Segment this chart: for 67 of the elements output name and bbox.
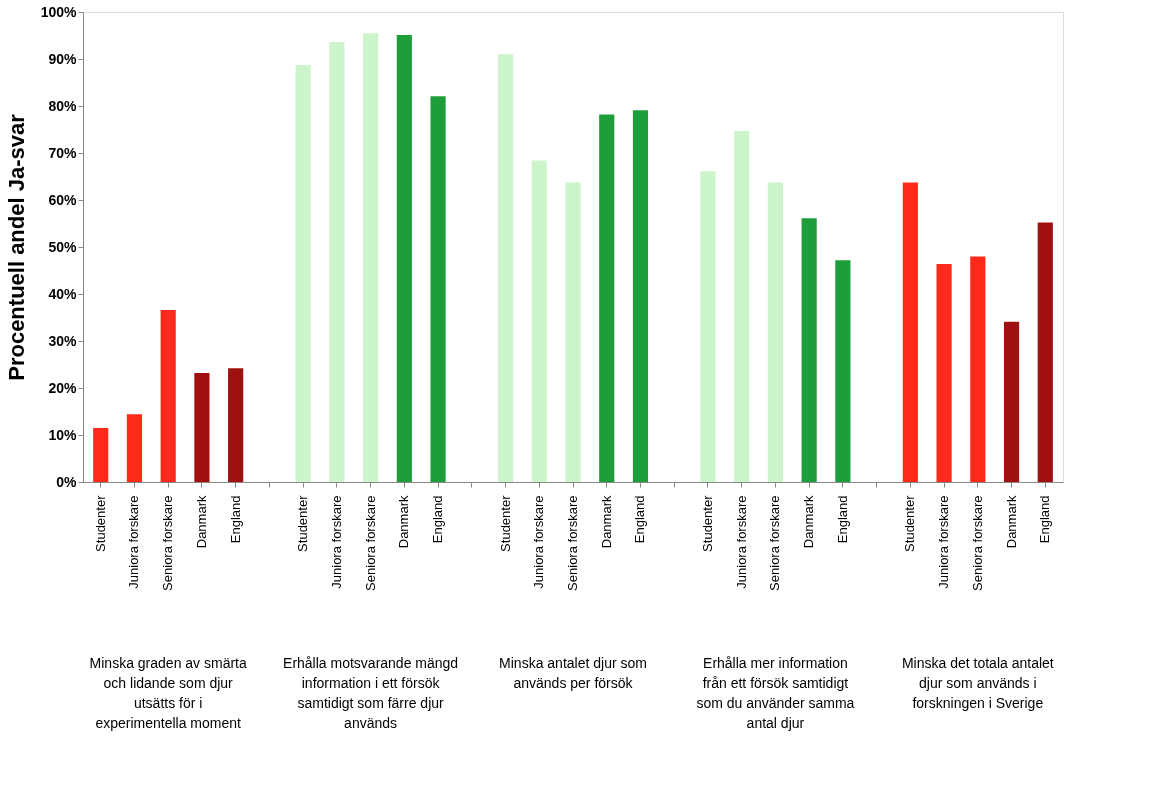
bar [363, 33, 379, 482]
y-tick-label: 70% [48, 144, 78, 161]
x-tick-label: Seniora forskare [362, 495, 378, 591]
bar [734, 130, 750, 482]
x-tick-label: England [430, 495, 446, 544]
x-tick-label: Seniora forskare [565, 495, 580, 591]
bar [565, 182, 581, 482]
y-tick-label: 40% [48, 285, 78, 302]
bar [767, 182, 783, 482]
x-tick-label: England [834, 495, 850, 544]
bar [430, 96, 446, 482]
y-tick-label: 60% [48, 191, 78, 208]
bar [228, 368, 244, 482]
bar [835, 260, 851, 482]
bar [700, 171, 716, 482]
x-tick-label: Juniora forskare [936, 495, 952, 589]
text: Erhålla mer information från ett försök samtidigt som du använder samma antal djur [696, 655, 855, 731]
bar [160, 309, 176, 482]
text: Erhålla motsvarande mängd information i ett försök samtidigt som färre djur används [283, 655, 459, 731]
x-tick-label: Seniora forskare [969, 495, 985, 591]
bar [1037, 222, 1053, 482]
y-tick-label: 20% [48, 379, 78, 396]
y-tick-label: 30% [48, 332, 78, 349]
x-tick-label: Juniora forskare [328, 495, 344, 589]
x-tick-label: Seniora forskare [160, 495, 176, 591]
x-tick-label: Studenter [295, 494, 311, 552]
bar [801, 218, 817, 482]
x-tick-label: Danmark [598, 495, 614, 549]
bar [194, 372, 210, 482]
bar [531, 160, 547, 482]
x-tick-label: Studenter [902, 494, 918, 552]
bar [93, 427, 109, 482]
text: Minska graden av smärta och lidande som djur utsätts för i experimentella moment [89, 655, 247, 731]
x-tick-label: Danmark [396, 495, 412, 549]
bar [970, 256, 986, 482]
bar [497, 54, 514, 482]
bar [1003, 321, 1020, 482]
x-tick-label: Danmark [801, 495, 817, 549]
text: Minska antalet djur som används per försök [499, 655, 647, 691]
y-tick-label: 50% [48, 238, 78, 255]
bar [599, 114, 615, 482]
x-tick-label: Seniora forskare [767, 495, 783, 591]
bar [329, 42, 345, 482]
y-axis-title: Procentuell andel Ja-svar [3, 113, 29, 381]
y-tick-label: 100% [40, 3, 78, 20]
y-tick-label: 10% [48, 426, 78, 443]
x-tick-label: Danmark [1003, 495, 1019, 549]
x-tick-label: England [227, 495, 243, 544]
x-tick-label: Studenter [92, 494, 108, 552]
y-tick-label: 80% [48, 97, 78, 114]
x-tick-label: England [632, 495, 648, 544]
x-tick-label: Studenter [699, 494, 715, 552]
bar [295, 65, 311, 482]
x-tick-label: Juniora forskare [531, 495, 547, 589]
text: Minska det totala antalet djur som används i forskningen i Sverige [901, 655, 1054, 711]
bar [126, 414, 143, 482]
x-tick-label: Juniora forskare [126, 495, 142, 589]
y-tick-label: 90% [48, 50, 78, 67]
bar [902, 182, 918, 482]
x-tick-label: Danmark [193, 495, 209, 549]
x-tick-label: England [1037, 495, 1053, 544]
y-tick-label: 0% [56, 473, 78, 490]
x-tick-label: Juniora forskare [733, 495, 749, 589]
x-tick-label: Studenter [497, 494, 513, 552]
bar [396, 35, 412, 482]
bar [936, 263, 952, 482]
bar [632, 110, 649, 482]
